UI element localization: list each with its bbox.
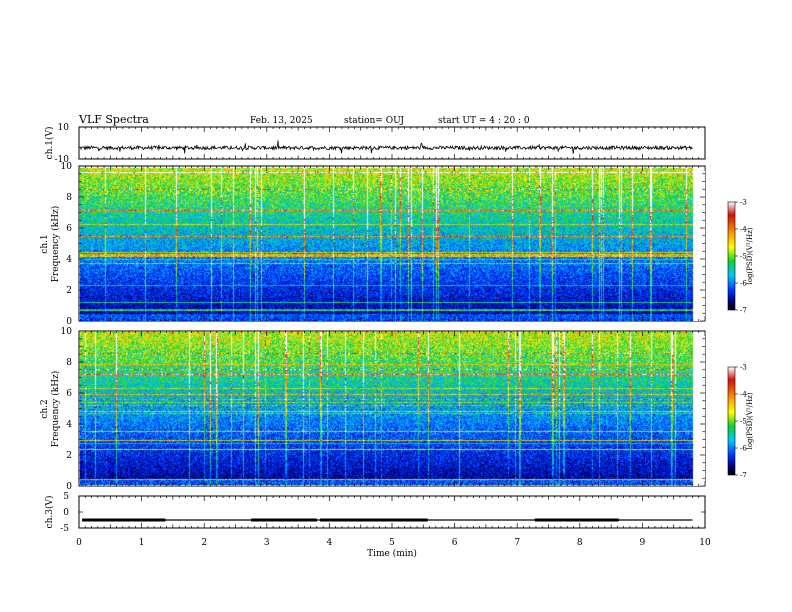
ch3-ytick-mid: 0 — [63, 508, 69, 518]
start-time-label: start UT = 4 : 20 : 0 — [438, 116, 530, 126]
x-axis-label: Time (min) — [367, 548, 417, 559]
ch3-signal-trace — [82, 518, 693, 522]
ch1-ytick-label: 4 — [66, 255, 72, 265]
time-axis-tick-labels: 0 1 2 3 4 5 6 7 8 9 10 — [76, 538, 711, 548]
time-tick-label: 4 — [327, 538, 333, 548]
time-tick-label: 8 — [577, 538, 583, 548]
ch2-colorbar-tick-label: -4 — [740, 391, 747, 399]
ch1-spectrogram-ticks — [78, 165, 706, 322]
ch2-colorbar-tick-label: -6 — [740, 445, 747, 453]
time-tick-label: 10 — [699, 538, 711, 548]
ch2-spectrogram-ticks — [78, 330, 706, 487]
ch2-colorbar-tick-label: -3 — [740, 364, 747, 372]
ch1-y-axis-label: ch.1(V) — [44, 127, 55, 160]
ch1-spectrogram-raster — [79, 166, 705, 321]
time-tick-label: 5 — [389, 538, 395, 548]
ch3-segment — [320, 518, 428, 522]
ch1-ytick-label: 0 — [66, 317, 72, 327]
ch2-colorbar-label: log(PSD)(V²/Hz) — [746, 392, 754, 449]
time-tick-label: 6 — [452, 538, 458, 548]
ch3-y-axis-label: ch.3(V) — [44, 496, 55, 529]
ch1-colorbar-tick-label: -7 — [740, 307, 747, 315]
date-label: Feb. 13, 2025 — [250, 116, 313, 126]
time-tick-label: 2 — [201, 538, 207, 548]
ch1-ytick-top: 10 — [58, 123, 70, 133]
ch3-segment — [251, 518, 317, 522]
ch2-spectrogram-raster — [79, 331, 705, 486]
ch2-colorbar-tick-label: -7 — [740, 472, 747, 480]
ch2-colorbar-ticks: -3 -4 -5 -6 -7 — [735, 364, 747, 480]
ch2-colorbar — [727, 366, 736, 476]
ch2-ytick-label: 0 — [66, 482, 72, 492]
ch3-ytick-bottom: -5 — [60, 524, 69, 534]
ch1-spectrogram-image — [79, 166, 705, 321]
ch1-ytick-label: 6 — [66, 224, 72, 234]
ch3-segment — [82, 518, 166, 522]
ch1-colorbar-tick-label: -4 — [740, 226, 747, 234]
ch3-segment — [534, 518, 619, 522]
ch2-spectrogram-ylabel-line1: ch.2 — [40, 399, 50, 418]
ch3-ticks — [78, 495, 706, 529]
ch1-waveform-trace — [79, 140, 693, 154]
ch2-ytick-label: 2 — [66, 451, 72, 461]
ch1-spectrogram-ylabel-line1: ch.1 — [40, 234, 50, 253]
ch1-spectrogram-canvas — [79, 166, 705, 321]
ch1-waveform-line — [79, 140, 693, 154]
ch1-colorbar — [727, 201, 736, 311]
ch2-spectrogram-y-tick-labels: 0 2 4 6 8 10 — [61, 327, 73, 492]
ch1-ytick-label: 10 — [61, 162, 73, 172]
ch2-colorbar-tick-label: -5 — [740, 418, 747, 426]
ch1-colorbar-label: log(PSD)(V²/Hz) — [746, 227, 754, 284]
ch2-ytick-label: 6 — [66, 389, 72, 399]
time-tick-label: 1 — [139, 538, 145, 548]
ch2-spectrogram-ylabel-line2: Frequency (kHz) — [50, 371, 61, 448]
ch1-plot-frame — [78, 126, 706, 160]
ch3-ytick-top: 5 — [63, 492, 69, 502]
time-tick-label: 3 — [264, 538, 270, 548]
ch1-ytick-bottom: -10 — [55, 155, 70, 165]
time-tick-label: 0 — [76, 538, 82, 548]
ch1-waveform-panel: 10 -10 ch.1(V) — [44, 123, 706, 165]
ch1-spectrogram-y-tick-labels: 0 2 4 6 8 10 — [61, 162, 73, 327]
ch2-spectrogram-image — [79, 331, 705, 486]
ch2-ytick-label: 4 — [66, 420, 72, 430]
ch1-colorbar-ticks: -3 -4 -5 -6 -7 — [735, 199, 747, 315]
station-label: station= OUJ — [344, 116, 404, 126]
ch1-ytick-label: 2 — [66, 286, 72, 296]
ch1-colorbar-tick-label: -6 — [740, 280, 747, 288]
ch1-colorbar-tick-label: -5 — [740, 253, 747, 261]
ch2-spectrogram-canvas — [79, 331, 705, 486]
ch1-spectrogram-ylabel-line2: Frequency (kHz) — [50, 206, 61, 283]
time-tick-label: 7 — [514, 538, 520, 548]
ch2-ytick-label: 10 — [61, 327, 73, 337]
ch2-ytick-label: 8 — [66, 358, 72, 368]
ch3-signal-panel: 5 0 -5 ch.3(V) 0 1 2 3 4 5 6 7 8 9 10 Time (min) — [44, 492, 711, 559]
ch1-colorbar-tick-label: -3 — [740, 199, 747, 207]
figure-title: VLF Spectra — [78, 113, 149, 126]
time-tick-label: 9 — [640, 538, 646, 548]
ch1-x-ticks — [78, 127, 706, 159]
ch1-ytick-label: 8 — [66, 193, 72, 203]
